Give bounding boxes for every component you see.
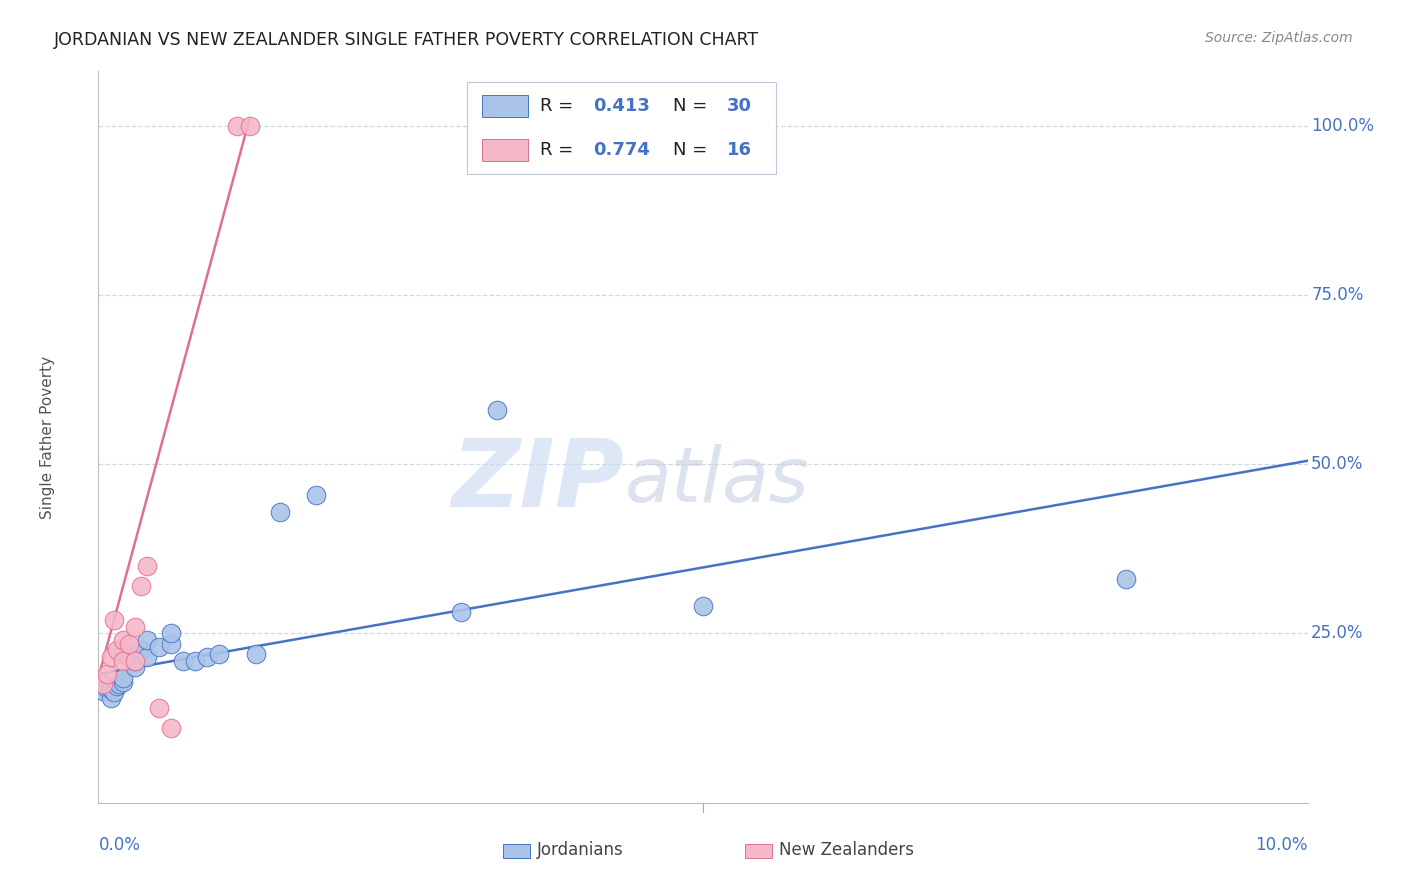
Point [124, 654, 146, 668]
Point [91, 684, 114, 698]
Point [226, 119, 249, 133]
Point [111, 654, 134, 668]
Text: atlas: atlas [624, 444, 808, 518]
Point [111, 647, 134, 661]
Text: R =: R = [540, 141, 579, 159]
FancyBboxPatch shape [482, 138, 527, 161]
Text: 75.0%: 75.0% [1312, 285, 1364, 304]
Point [96, 681, 118, 695]
Text: N =: N = [672, 96, 713, 115]
FancyBboxPatch shape [745, 845, 772, 858]
FancyBboxPatch shape [467, 82, 776, 174]
Text: 0.774: 0.774 [593, 141, 650, 159]
Point [129, 579, 152, 593]
Point [135, 633, 157, 648]
Point [160, 637, 183, 651]
Text: JORDANIAN VS NEW ZEALANDER SINGLE FATHER POVERTY CORRELATION CHART: JORDANIAN VS NEW ZEALANDER SINGLE FATHER… [53, 31, 759, 49]
Point [105, 643, 128, 657]
Point [135, 650, 157, 665]
FancyBboxPatch shape [482, 95, 527, 117]
Point [124, 654, 146, 668]
Point [135, 558, 157, 573]
Point [486, 403, 509, 417]
Point [450, 605, 472, 619]
Point [91, 677, 114, 691]
Point [100, 690, 122, 705]
Point [245, 647, 267, 661]
Point [100, 650, 122, 665]
FancyBboxPatch shape [503, 845, 530, 858]
Point [129, 643, 152, 657]
Point [160, 721, 183, 735]
Text: 30: 30 [727, 96, 752, 115]
Text: 100.0%: 100.0% [1312, 117, 1374, 135]
Text: 0.413: 0.413 [593, 96, 650, 115]
Text: 50.0%: 50.0% [1312, 455, 1364, 473]
Point [195, 650, 218, 665]
Point [305, 488, 328, 502]
Point [100, 681, 122, 696]
Text: 25.0%: 25.0% [1312, 624, 1364, 642]
Point [111, 633, 134, 648]
Point [124, 660, 146, 674]
Point [96, 667, 118, 681]
Text: Single Father Poverty: Single Father Poverty [41, 356, 55, 518]
Point [208, 647, 231, 661]
Text: N =: N = [672, 141, 713, 159]
Point [108, 677, 131, 691]
Point [105, 679, 128, 693]
Point [103, 613, 125, 627]
Text: Jordanians: Jordanians [537, 841, 624, 859]
Point [118, 637, 141, 651]
Point [692, 599, 714, 614]
Point [239, 119, 262, 133]
Text: 16: 16 [727, 141, 752, 159]
Text: Source: ZipAtlas.com: Source: ZipAtlas.com [1205, 31, 1353, 45]
Text: ZIP: ZIP [451, 435, 624, 527]
Text: R =: R = [540, 96, 579, 115]
Point [111, 671, 134, 685]
Point [111, 675, 134, 690]
Point [148, 701, 170, 715]
Point [124, 620, 146, 634]
Point [172, 654, 194, 668]
Point [103, 685, 125, 699]
Text: 10.0%: 10.0% [1256, 836, 1308, 854]
Text: 0.0%: 0.0% [98, 836, 141, 854]
Text: New Zealanders: New Zealanders [779, 841, 914, 859]
Point [184, 654, 207, 668]
Point [269, 505, 291, 519]
Point [1115, 572, 1137, 586]
Point [148, 640, 170, 654]
Point [118, 650, 141, 665]
Point [160, 626, 183, 640]
